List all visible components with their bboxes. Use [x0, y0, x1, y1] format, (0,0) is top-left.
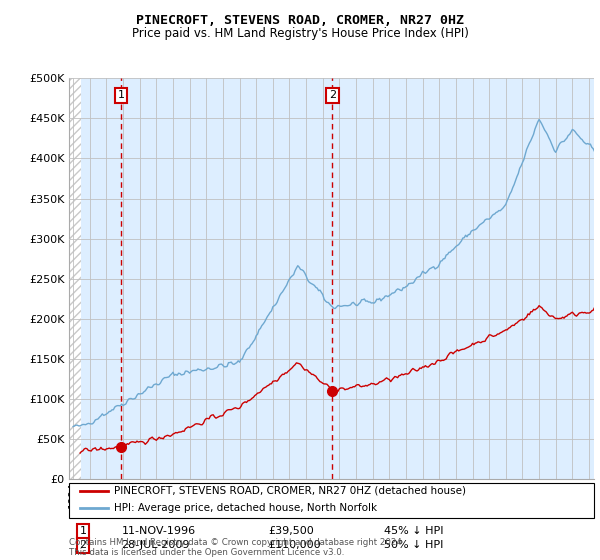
Bar [69, 78, 82, 479]
Text: 2: 2 [329, 90, 336, 100]
Text: Contains HM Land Registry data © Crown copyright and database right 2024.
This d: Contains HM Land Registry data © Crown c… [69, 538, 404, 557]
Text: Price paid vs. HM Land Registry's House Price Index (HPI): Price paid vs. HM Land Registry's House … [131, 27, 469, 40]
Text: 1: 1 [79, 526, 86, 536]
Text: 11-NOV-1996: 11-NOV-1996 [121, 526, 196, 536]
Text: PINECROFT, STEVENS ROAD, CROMER, NR27 0HZ (detached house): PINECROFT, STEVENS ROAD, CROMER, NR27 0H… [113, 486, 466, 496]
Text: HPI: Average price, detached house, North Norfolk: HPI: Average price, detached house, Nort… [113, 503, 377, 514]
Text: £110,000: £110,000 [269, 540, 321, 550]
Text: 28-JUL-2009: 28-JUL-2009 [121, 540, 190, 550]
Text: 1: 1 [118, 90, 124, 100]
Text: 45% ↓ HPI: 45% ↓ HPI [384, 526, 443, 536]
Text: 2: 2 [79, 540, 86, 550]
FancyBboxPatch shape [69, 483, 594, 518]
Text: £39,500: £39,500 [269, 526, 314, 536]
Text: 50% ↓ HPI: 50% ↓ HPI [384, 540, 443, 550]
Text: PINECROFT, STEVENS ROAD, CROMER, NR27 0HZ: PINECROFT, STEVENS ROAD, CROMER, NR27 0H… [136, 14, 464, 27]
